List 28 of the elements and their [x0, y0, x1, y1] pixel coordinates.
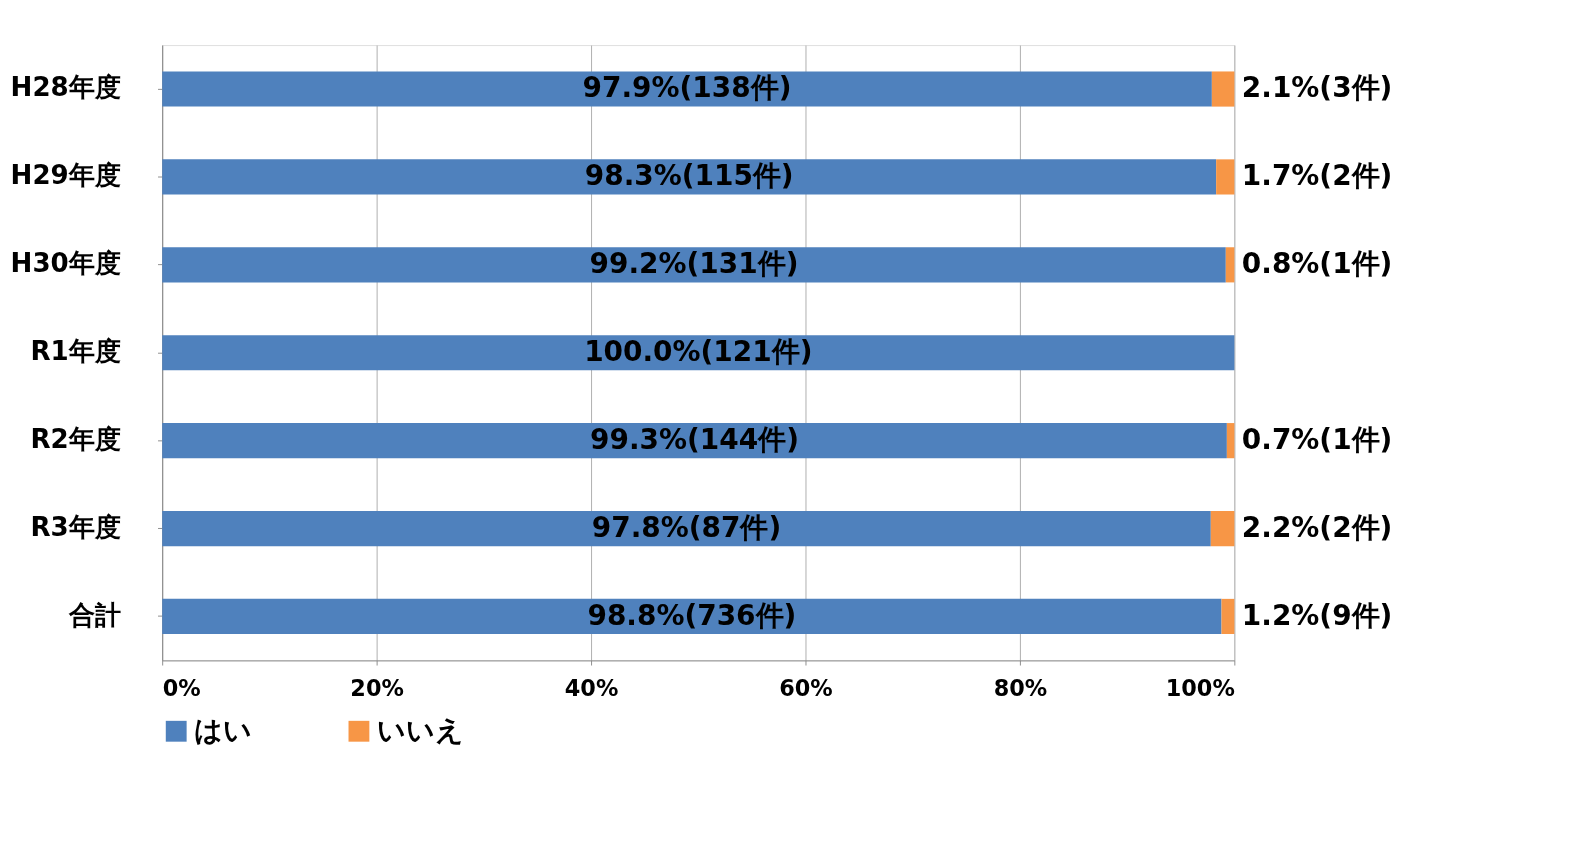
data-label: 1.7%(2件) — [1241, 159, 1393, 193]
x-tick-label: 20% — [350, 675, 404, 702]
x-tick-label: 40% — [564, 675, 619, 702]
data-label: 1.2%(9件) — [1241, 598, 1393, 632]
x-tick-label: 100% — [1165, 675, 1235, 702]
data-label: 0.8%(1件) — [1241, 247, 1393, 281]
data-label: 100.0%(121件) — [584, 335, 813, 369]
y-tick-label: R2年度 — [30, 424, 121, 455]
legend-label: はい — [193, 713, 252, 747]
data-label: 97.8%(87件) — [591, 510, 782, 544]
data-label: 97.9%(138件) — [582, 71, 792, 105]
x-tick-label: 60% — [779, 675, 833, 702]
data-label: 2.2%(2件) — [1241, 510, 1393, 544]
y-tick-label: 合計 — [67, 599, 121, 630]
data-label: 98.3%(115件) — [584, 159, 794, 193]
y-tick-label: R1年度 — [30, 336, 121, 367]
y-tick-label: R3年度 — [30, 512, 121, 543]
data-label: 98.8%(736件) — [587, 598, 797, 632]
data-label: 2.1%(3件) — [1241, 71, 1393, 105]
data-label: 99.2%(131件) — [589, 247, 799, 281]
legend-label: いいえ — [376, 713, 464, 747]
y-tick-label: H28年度 — [10, 72, 121, 103]
y-tick-label: H29年度 — [10, 160, 121, 191]
x-tick-label: 0% — [162, 675, 201, 702]
data-label: 0.7%(1件) — [1241, 423, 1393, 457]
y-tick-label: H30年度 — [10, 248, 121, 279]
x-tick-label: 80% — [993, 675, 1048, 702]
data-label: 99.3%(144件) — [590, 423, 799, 457]
